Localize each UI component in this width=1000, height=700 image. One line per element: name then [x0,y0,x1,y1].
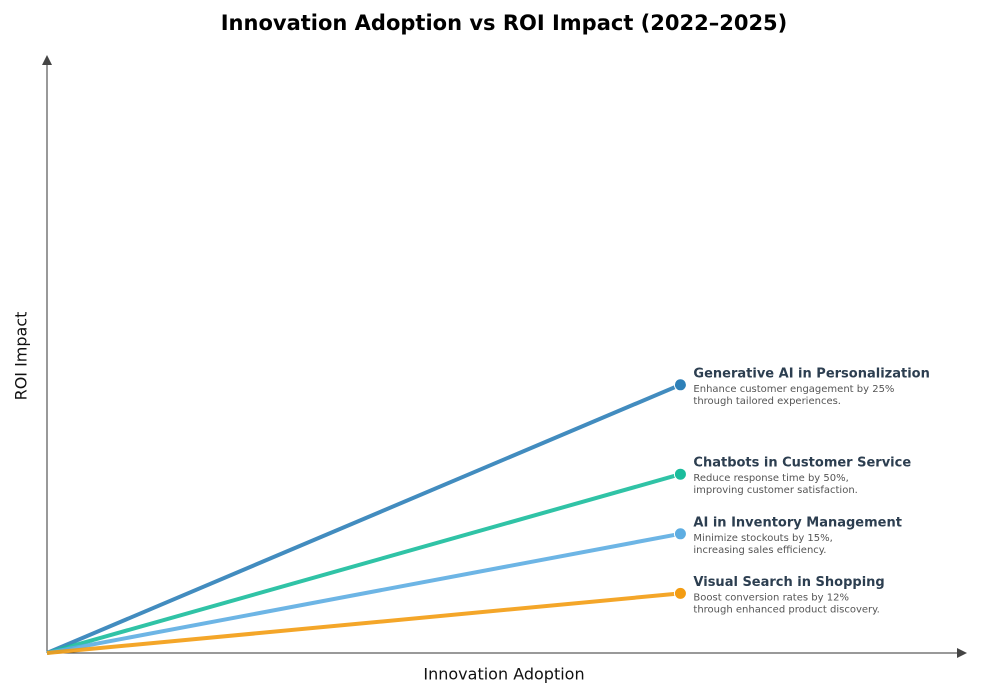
end-point [673,527,687,541]
series-name: AI in Inventory Management [693,515,902,530]
series-name: Generative AI in Personalization [693,366,929,381]
series-description: Reduce response time by 50%, [693,473,848,484]
end-point [673,467,687,481]
series-line [46,531,681,655]
end-point [673,378,687,392]
series-description: improving customer satisfaction. [693,485,857,496]
series-line [46,472,681,655]
series-description: Boost conversion rates by 12% [693,592,849,603]
series-line [46,591,681,655]
series-line [46,382,682,655]
series-name: Visual Search in Shopping [693,575,884,590]
series-description: Minimize stockouts by 15%, [693,533,832,544]
end-point [673,586,687,600]
y-axis-label: ROI Impact [12,312,31,401]
series-name: Chatbots in Customer Service [693,456,911,471]
series-description: through tailored experiences. [693,396,841,407]
x-axis-label: Innovation Adoption [423,665,584,684]
series-description: increasing sales efficiency. [693,545,826,556]
series-description: Enhance customer engagement by 25% [693,384,894,395]
chart-title: Innovation Adoption vs ROI Impact (2022–… [221,11,788,35]
series-description: through enhanced product discovery. [693,604,879,615]
